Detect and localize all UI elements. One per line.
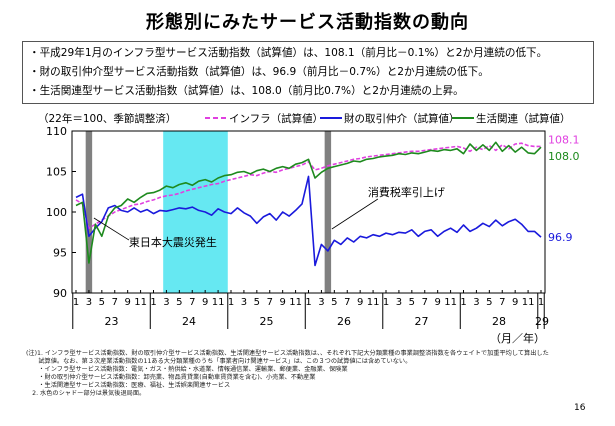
x-tick-label: 9 — [202, 297, 208, 308]
x-tick-label: 3 — [163, 297, 169, 308]
unit-note: （22年＝100、季節調整済） — [38, 112, 176, 125]
shading-layer — [85, 131, 332, 293]
x-tick-label: 9 — [434, 297, 440, 308]
x-axis-suffix: （月／年） — [490, 331, 545, 345]
page-number: 16 — [574, 403, 586, 413]
x-tick-label: 7 — [344, 297, 350, 308]
legend-label: インフラ（試算値） — [229, 112, 323, 125]
year-label: 28 — [492, 315, 506, 328]
x-tick-label: 11 — [367, 297, 380, 308]
footnotes: (注)1. インフラ型サービス活動指数、財の取引仲介型サービス活動指数、生活関連… — [26, 350, 596, 398]
x-tick-label: 5 — [486, 297, 492, 308]
year-label: 26 — [337, 315, 351, 328]
annotation-label: 東日本大震災発生 — [129, 235, 217, 249]
plot-frame — [71, 130, 546, 294]
x-tick-label: 9 — [279, 297, 285, 308]
shading-band — [324, 131, 332, 293]
x-tick-label: 1 — [228, 297, 234, 308]
annotation-leader — [93, 217, 130, 241]
x-tick-label: 11 — [522, 297, 535, 308]
x-tick-label: 9 — [124, 297, 130, 308]
x-tick-label: 3 — [241, 297, 247, 308]
summary-box: ・平成29年1月のインフラ型サービス活動指数（試算値）は、108.1（前月比－0… — [22, 41, 594, 104]
footnote-line: (注)1. インフラ型サービス活動指数、財の取引仲介型サービス活動指数、生活関連… — [26, 350, 549, 357]
shading-band — [163, 131, 228, 293]
x-tick-label: 7 — [112, 297, 118, 308]
y-tick-label: 110 — [46, 125, 67, 138]
x-tick-label: 5 — [409, 297, 415, 308]
page-title: 形態別にみたサービス活動指数の動向 — [146, 12, 469, 33]
x-tick-label: 3 — [396, 297, 402, 308]
series-end-label: 108.0 — [548, 150, 580, 163]
x-tick-label: 7 — [499, 297, 505, 308]
series-end-label: 108.1 — [548, 133, 580, 146]
year-label: 27 — [415, 315, 429, 328]
x-tick-label: 1 — [73, 297, 79, 308]
series-end-label: 96.9 — [548, 231, 573, 244]
x-tick-label: 9 — [512, 297, 518, 308]
x-tick-label: 11 — [134, 297, 147, 308]
x-tick-label: 5 — [99, 297, 105, 308]
x-tick-label: 1 — [150, 297, 156, 308]
labels-layer: （22年＝100、季節調整済） インフラ（試算値） 財の取引仲介（試算値） 生活関連（… — [38, 112, 580, 249]
x-tick-label: 5 — [254, 297, 260, 308]
year-label: 23 — [105, 315, 119, 328]
footnote-line: ・生活関連型サービス活動指数：医療、福祉、生活娯楽関連サービス — [26, 382, 231, 389]
summary-bullet-goods: ・財の取引仲介型サービス活動指数（試算値）は、96.9（前月比－0.7%）と2か… — [29, 66, 489, 78]
summary-bullet-living: ・生活関連型サービス活動指数（試算値）は、108.0（前月比0.7%）と2か月連… — [29, 85, 464, 97]
x-tick-label: 3 — [473, 297, 479, 308]
x-tick-label: 7 — [267, 297, 273, 308]
x-tick-label: 5 — [331, 297, 337, 308]
series-line — [75, 175, 542, 267]
annotation-label: 消費税率引上げ — [368, 185, 445, 199]
year-label: 24 — [182, 315, 196, 328]
annotation-leader — [331, 198, 379, 230]
series-line — [75, 141, 542, 264]
legend-label: 生活関連（試算値） — [476, 112, 571, 125]
y-tick-label: 95 — [53, 247, 67, 260]
legend-label: 財の取引仲介（試算値） — [344, 112, 460, 125]
x-tick-label: 11 — [444, 297, 457, 308]
footnote-line: ・インフラ型サービス活動指数：電気・ガス・熱供給・水道業、情報通信業、運輸業、郵… — [26, 366, 348, 373]
x-tick-label: 1 — [538, 297, 544, 308]
footnote-line: ・財の取引仲介型サービス活動指数：卸売業、物品賃貸業(自動車賃貸業を含む)、小売… — [26, 374, 316, 381]
summary-bullet-infra: ・平成29年1月のインフラ型サービス活動指数（試算値）は、108.1（前月比－0… — [29, 47, 548, 59]
x-tick-label: 9 — [357, 297, 363, 308]
x-tick-label: 1 — [460, 297, 466, 308]
x-tick-label: 3 — [86, 297, 92, 308]
y-tick-label: 100 — [46, 206, 67, 219]
footnote-line: 2. 水色のシャドー部分は景気後退局面。 — [26, 390, 146, 397]
series-line — [75, 142, 541, 229]
year-label: 29 — [535, 315, 549, 328]
x-tick-label: 11 — [212, 297, 225, 308]
year-label: 25 — [260, 315, 274, 328]
footnote-line: 試算値。なお、第３次産業活動指数の11ある大分類業種のうち「事業者向け関連サービ… — [26, 358, 412, 365]
x-tick-label: 11 — [289, 297, 302, 308]
x-tick-label: 7 — [422, 297, 428, 308]
x-tick-label: 1 — [305, 297, 311, 308]
y-tick-label: 90 — [53, 287, 67, 300]
shading-band — [85, 131, 93, 293]
x-tick-label: 5 — [176, 297, 182, 308]
x-tick-label: 1 — [383, 297, 389, 308]
x-tick-label: 7 — [189, 297, 195, 308]
y-tick-label: 105 — [46, 166, 67, 179]
series-layer — [75, 141, 542, 267]
x-tick-label: 3 — [318, 297, 324, 308]
